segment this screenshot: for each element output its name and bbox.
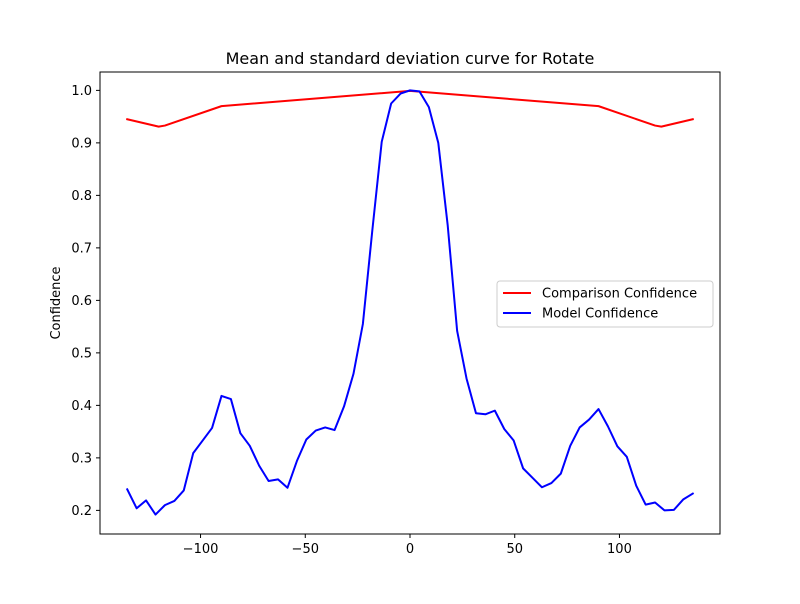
y-tick-label: 0.5: [71, 346, 92, 361]
series-line-model-confidence: [125, 89, 695, 516]
x-tick-label: 50: [506, 542, 523, 557]
x-tick-label: −100: [183, 542, 219, 557]
y-tick-label: 1.0: [71, 84, 92, 99]
legend-box: [496, 280, 714, 328]
x-tick-label: 0: [406, 542, 414, 557]
y-tick-label: 0.9: [71, 136, 92, 151]
y-tick-label: 0.8: [71, 189, 92, 204]
y-tick-label: 0.4: [71, 399, 92, 414]
y-tick-label: 0.7: [71, 241, 92, 256]
legend-label: Model Confidence: [542, 307, 658, 322]
y-axis-label: Confidence: [49, 266, 64, 339]
y-tick-label: 0.2: [71, 504, 92, 519]
legend-label: Comparison Confidence: [542, 287, 697, 302]
series-layer: [125, 89, 695, 516]
x-axis-ticks: −100 −50 0 50 100: [183, 534, 632, 557]
y-tick-label: 0.6: [71, 294, 92, 309]
plot-frame: [99, 71, 721, 535]
chart-title: Mean and standard deviation curve for Ro…: [226, 49, 595, 68]
legend: Comparison Confidence Model Confidence: [496, 280, 714, 328]
y-tick-label: 0.3: [71, 451, 92, 466]
x-tick-label: −50: [292, 542, 319, 557]
x-tick-label: 100: [607, 542, 632, 557]
y-axis-ticks: 0.2 0.3 0.4 0.5 0.6 0.7 0.8 0.9 1.0: [71, 84, 100, 519]
